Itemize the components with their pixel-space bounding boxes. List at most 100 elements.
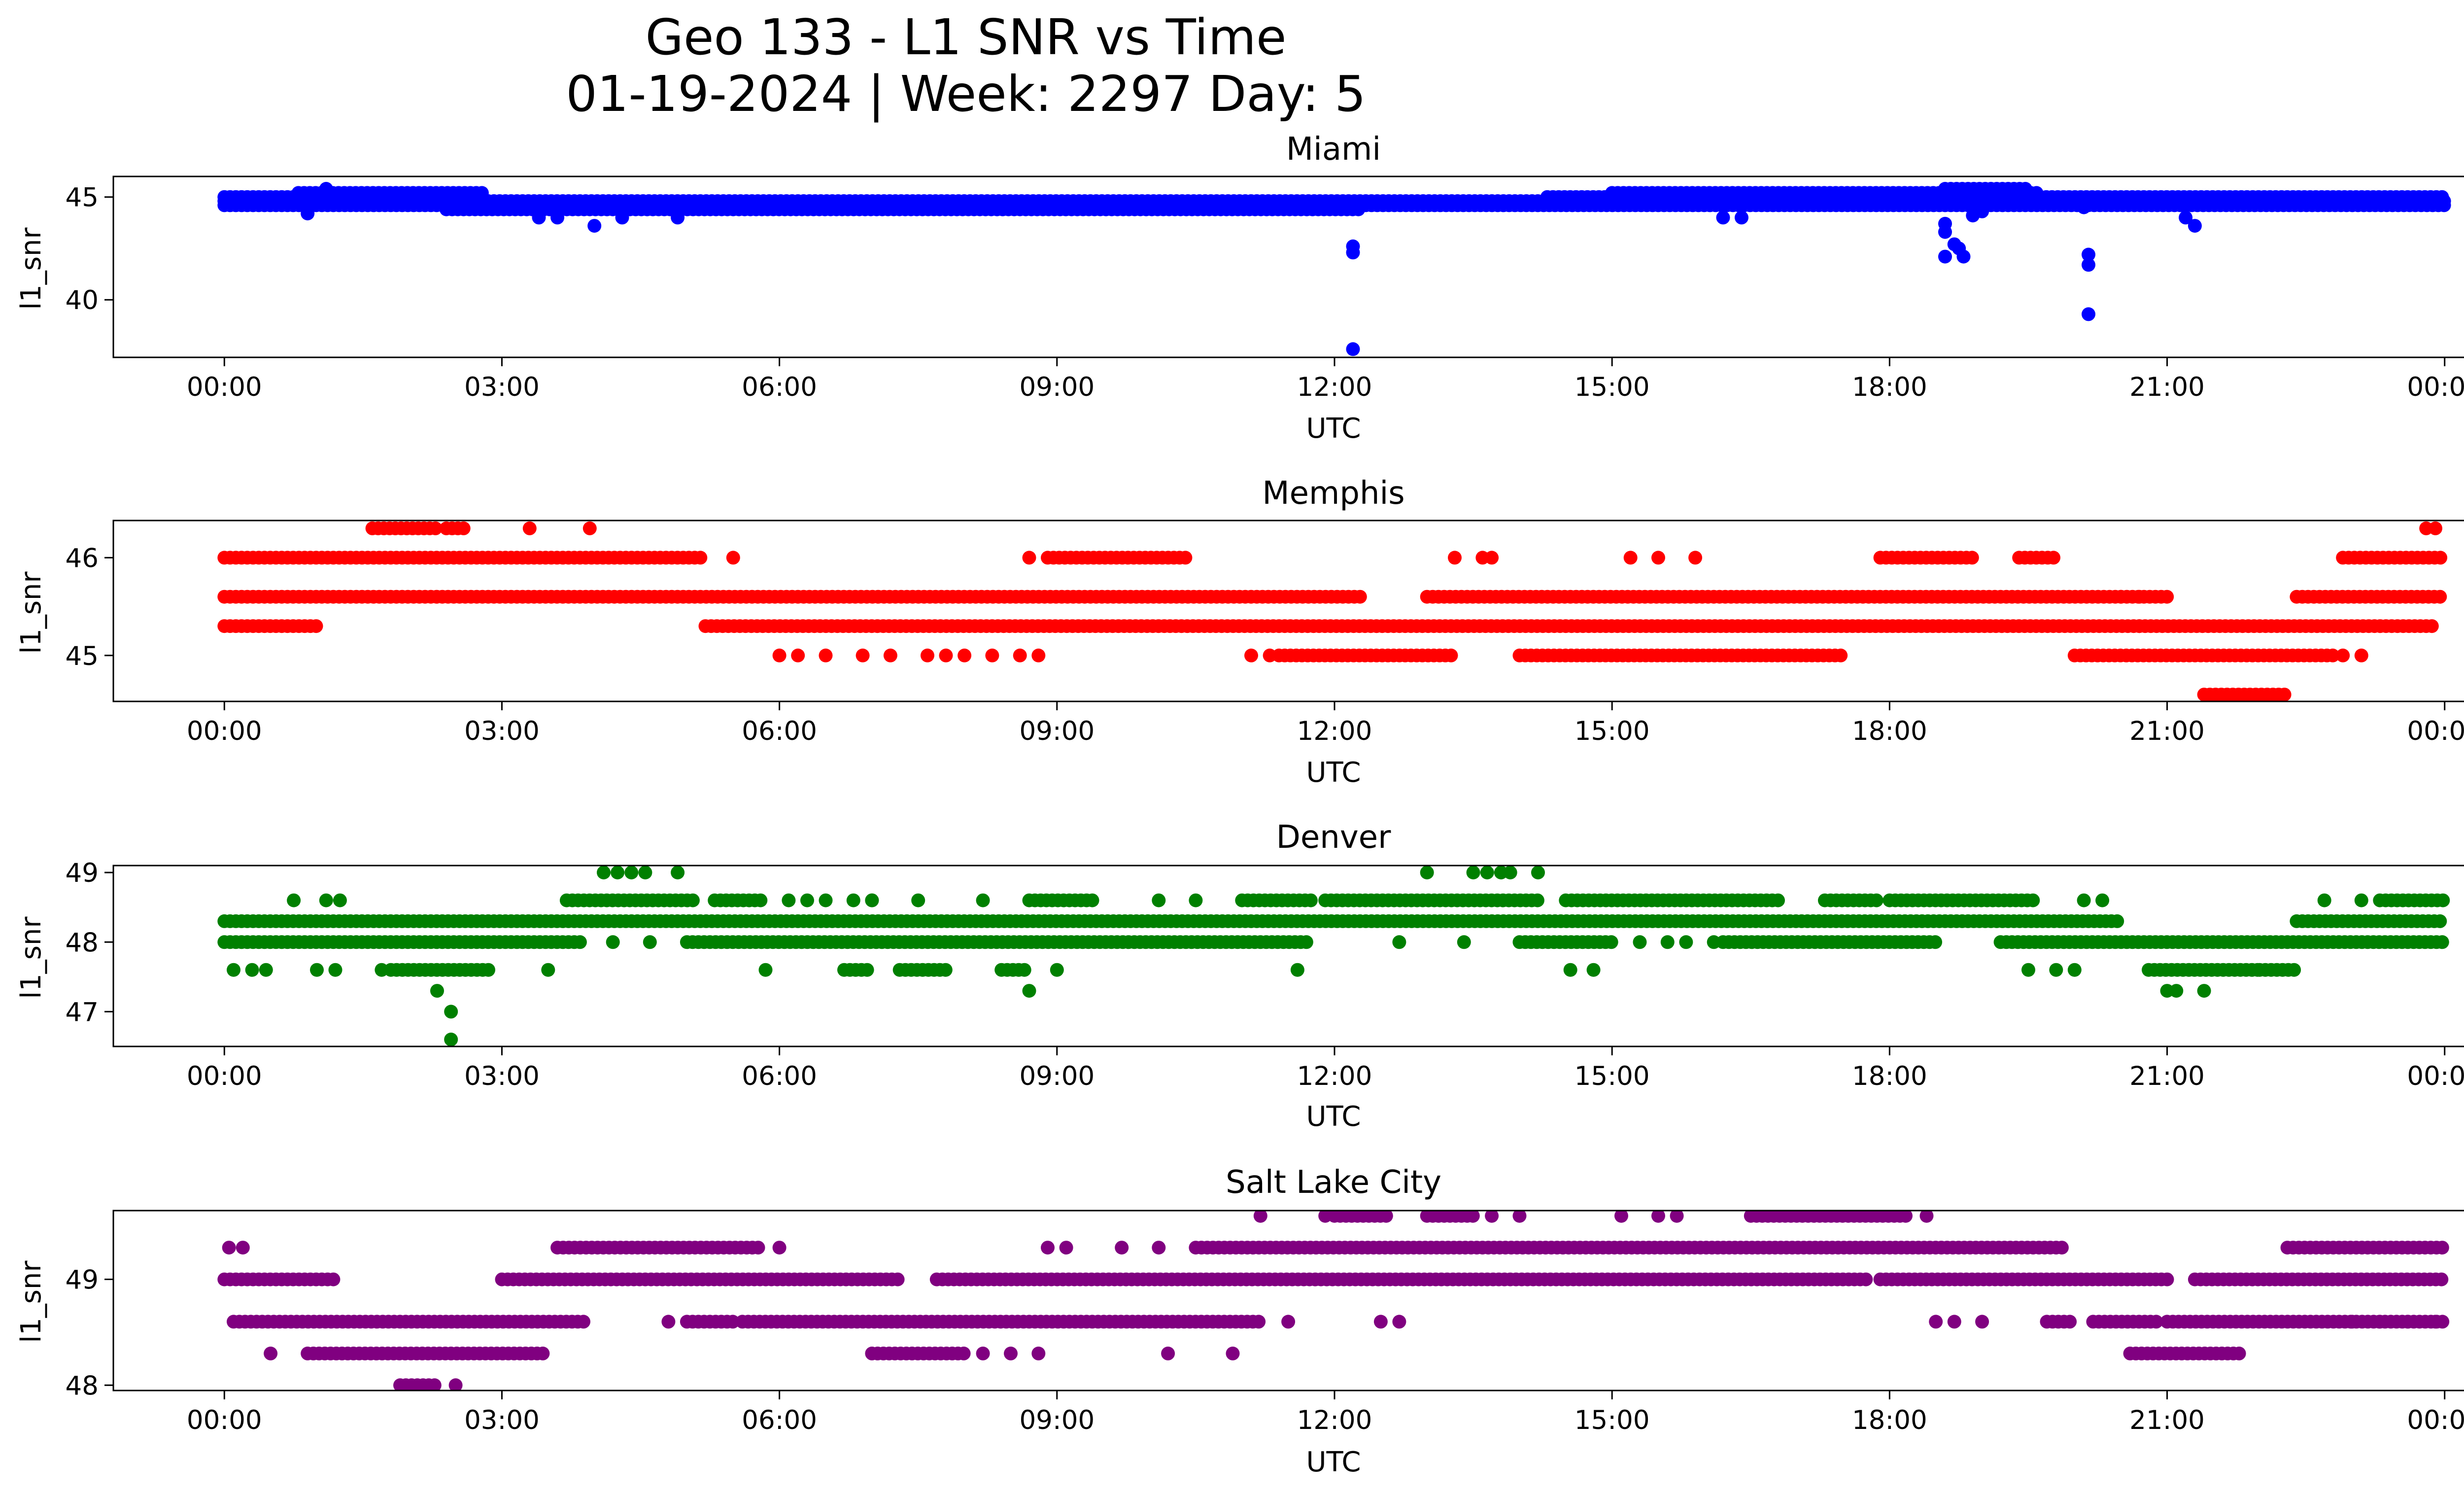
data-point — [1031, 1346, 1046, 1360]
data-point — [671, 866, 685, 880]
data-point — [541, 963, 555, 977]
x-tick-label: 12:00 — [1297, 372, 1372, 402]
data-point — [2160, 1272, 2174, 1286]
data-point — [2336, 648, 2350, 662]
x-tick-label: 03:00 — [464, 372, 540, 402]
point-band — [393, 1378, 442, 1391]
data-point — [726, 551, 740, 565]
point-band — [1938, 182, 2032, 196]
data-point — [2425, 619, 2439, 633]
point-band — [2142, 963, 2265, 977]
point-band — [2067, 648, 2340, 662]
x-tick-label: 09:00 — [1019, 716, 1095, 746]
data-point — [2160, 590, 2174, 604]
data-point — [2063, 1315, 2077, 1329]
point-band — [439, 202, 1366, 216]
data-point — [883, 648, 897, 662]
point-band — [2373, 893, 2450, 907]
point-band — [1189, 1241, 2069, 1255]
data-point — [2188, 219, 2202, 233]
point-band — [1041, 551, 1193, 565]
data-point — [2047, 551, 2060, 565]
y-tick-label: 48 — [66, 928, 99, 958]
data-point — [1299, 935, 1313, 949]
data-point — [958, 648, 972, 662]
data-point — [2054, 1241, 2069, 1255]
point-band — [1882, 893, 2040, 907]
point-band — [1873, 1272, 2174, 1286]
data-point — [685, 893, 700, 907]
data-point — [2429, 521, 2442, 535]
data-point — [328, 963, 342, 977]
data-point — [597, 866, 611, 880]
data-point — [1859, 1272, 1873, 1286]
data-point — [2317, 893, 2331, 907]
data-point — [2373, 1315, 2387, 1329]
plot-frame — [112, 865, 2464, 1047]
panel-miami: Miami UTC l1_snr 00:00 03:00 06:00 09:00 12:… — [15, 131, 2464, 445]
x-axis-label: UTC — [1306, 757, 1361, 789]
data-point — [921, 648, 934, 662]
plot-frame — [112, 1210, 2464, 1391]
data-point — [772, 1241, 787, 1255]
y-tick-label: 49 — [66, 1265, 99, 1295]
y-tick-label: 45 — [66, 183, 99, 213]
x-tick-label: 03:00 — [464, 1061, 540, 1091]
data-point — [1485, 1211, 1499, 1223]
data-point — [430, 984, 444, 998]
data-point — [222, 1241, 236, 1255]
data-point — [1563, 963, 1577, 977]
data-point — [1928, 935, 1943, 949]
y-axis-label: l1_snr — [15, 571, 47, 654]
point-band — [301, 1346, 550, 1360]
data-point — [1623, 551, 1638, 565]
data-point — [1899, 1211, 1913, 1223]
data-point — [444, 1032, 458, 1046]
y-tick-label: 45 — [66, 641, 99, 671]
y-tick-label: 47 — [66, 997, 99, 1027]
x-tick-label: 06:00 — [742, 716, 817, 746]
data-point — [1965, 551, 1979, 565]
point-band — [2197, 688, 2292, 701]
data-point — [1031, 648, 1046, 662]
data-point — [2232, 1346, 2246, 1360]
data-point — [1013, 648, 1027, 662]
data-point — [375, 963, 389, 977]
point-band — [227, 1315, 590, 1329]
data-point — [319, 893, 333, 907]
data-point — [428, 521, 443, 535]
point-band — [1873, 551, 1979, 565]
x-tick-label: 03:00 — [464, 1405, 540, 1435]
point-band — [929, 1272, 1873, 1286]
point-band — [735, 1315, 1266, 1329]
data-point — [1604, 935, 1618, 949]
data-point — [522, 521, 537, 535]
x-tick-label: 00:00 — [2407, 372, 2464, 402]
y-tick-label: 48 — [66, 1371, 99, 1401]
x-tick-label: 06:00 — [742, 372, 817, 402]
data-point — [976, 1346, 990, 1360]
data-point — [856, 648, 870, 662]
point-band — [708, 893, 768, 907]
point-band — [1420, 590, 2174, 604]
data-point — [2082, 258, 2095, 272]
point-band — [1744, 1211, 1913, 1223]
panel-title: Salt Lake City — [1226, 1164, 1441, 1201]
data-point — [1651, 1211, 1665, 1223]
point-band — [559, 893, 700, 907]
data-point — [2197, 984, 2211, 998]
scatter-points — [217, 1211, 2450, 1391]
data-point — [1975, 1315, 1989, 1329]
data-point — [475, 186, 489, 200]
data-point — [606, 935, 620, 949]
data-point — [758, 963, 773, 977]
data-point — [264, 1346, 278, 1360]
x-tick-label: 00:00 — [187, 372, 262, 402]
x-tick-label: 12:00 — [1297, 1061, 1372, 1091]
data-point — [2277, 688, 2292, 701]
x-tick-label: 15:00 — [1574, 372, 1650, 402]
data-point — [2434, 1272, 2449, 1286]
data-point — [481, 963, 495, 977]
data-point — [1263, 648, 1277, 662]
data-point — [2110, 914, 2124, 928]
